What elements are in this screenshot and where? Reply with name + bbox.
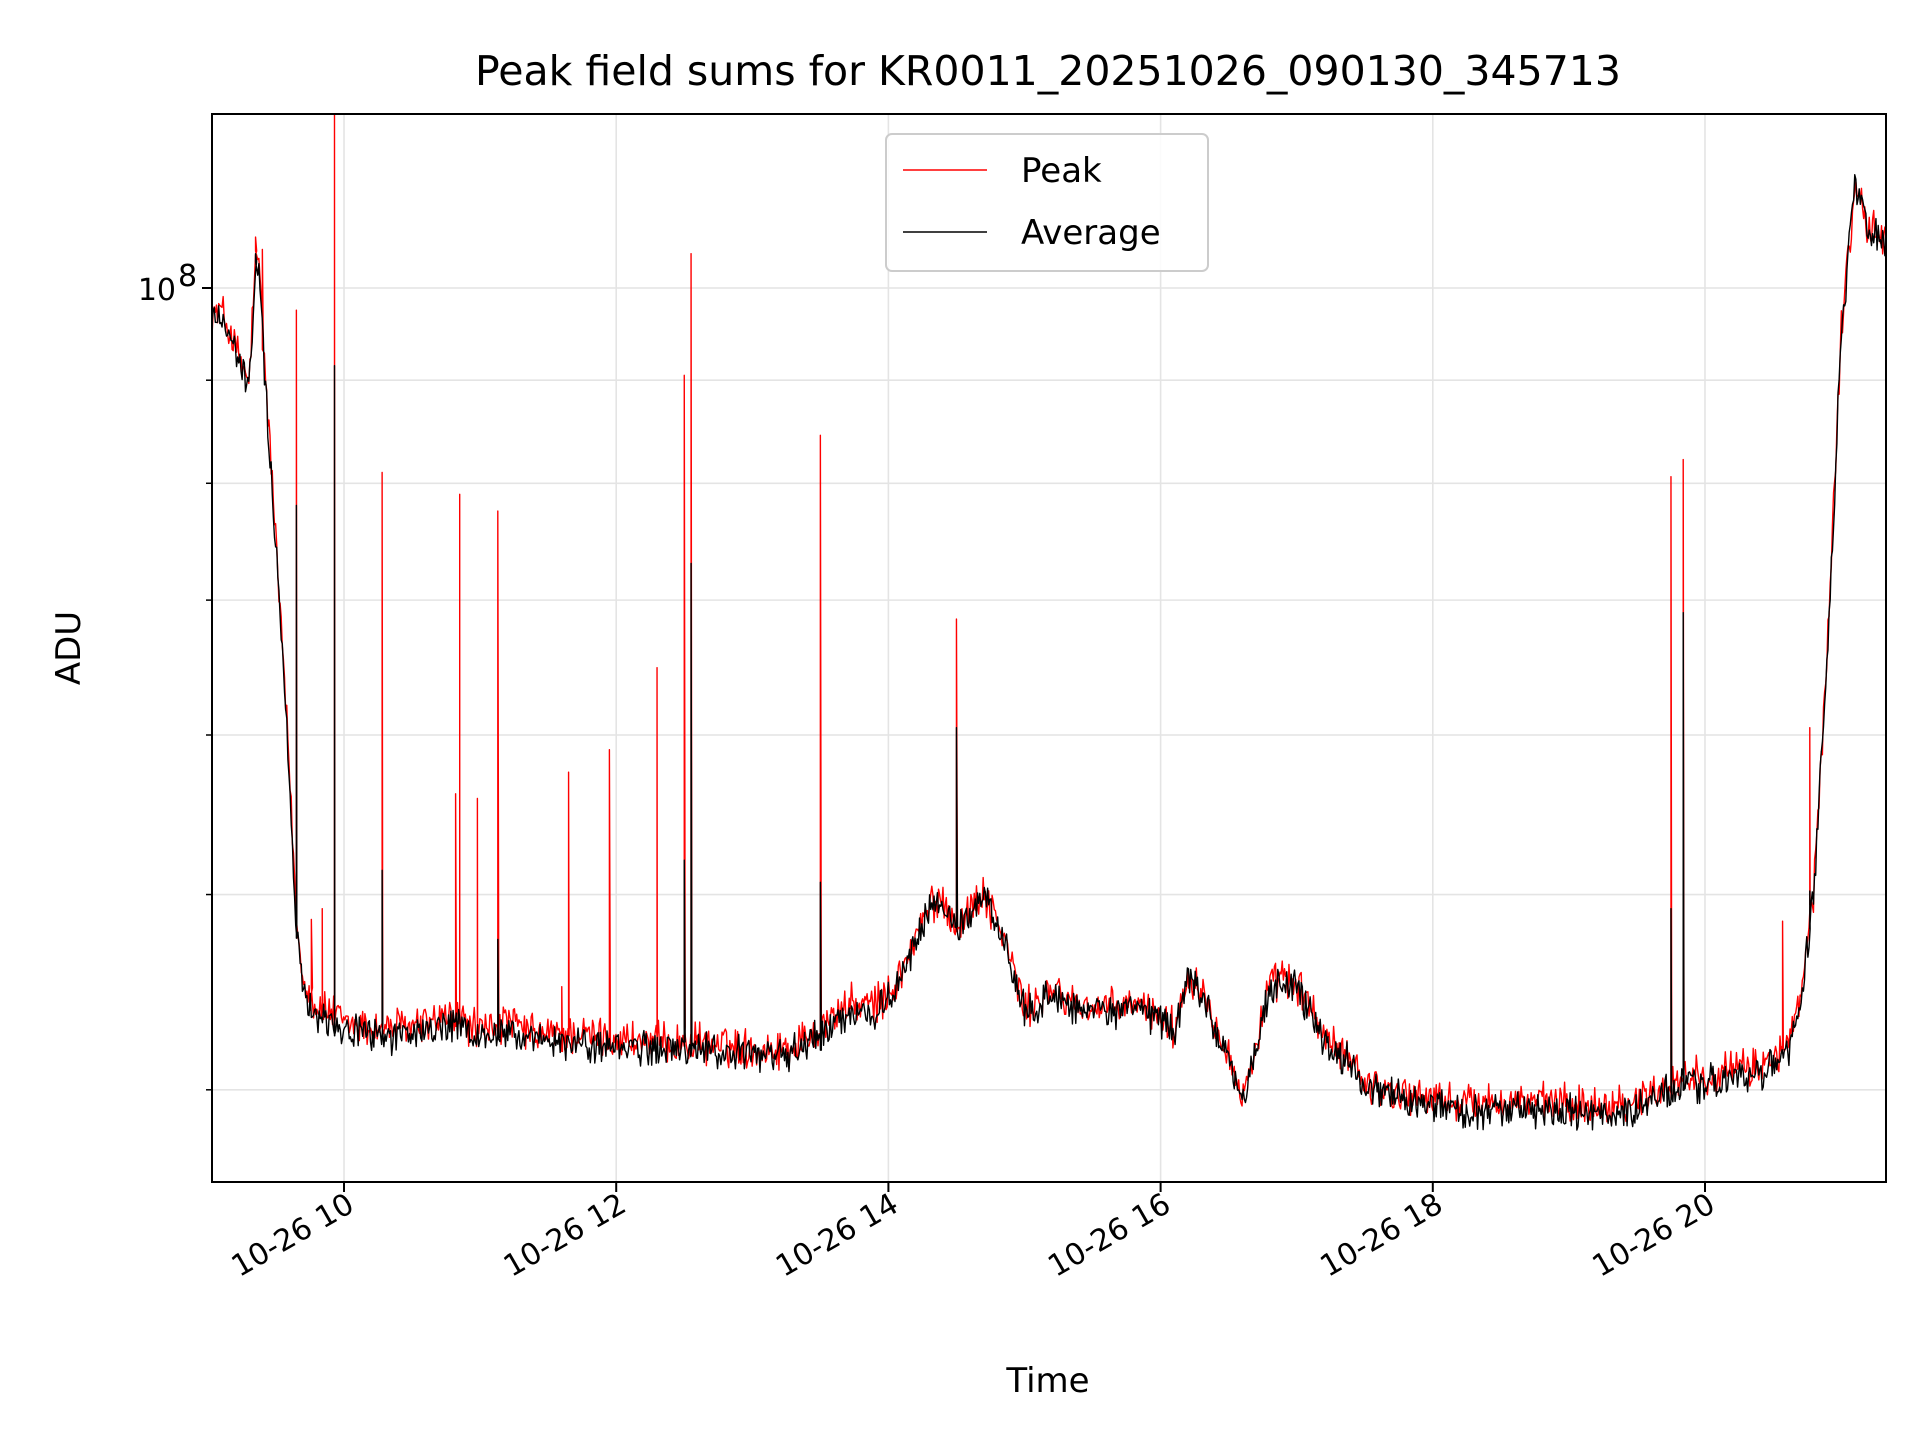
series-layer <box>212 114 1886 1131</box>
legend-box <box>885 133 1209 272</box>
y-tick-label: 10 <box>138 273 176 308</box>
legend-average-label: Average <box>1021 213 1161 253</box>
legend: Peak Average <box>885 133 1209 272</box>
y-tick-label-exponent: 8 <box>178 259 197 294</box>
series-average-line <box>212 174 1886 1131</box>
y-axis: 10 8 <box>138 259 212 1091</box>
chart-title: Peak field sums for KR0011_20251026_0901… <box>475 47 1621 95</box>
x-axis-label: Time <box>1005 1361 1089 1401</box>
y-axis-label: ADU <box>49 611 89 685</box>
plot-frame <box>211 113 1887 1183</box>
grid <box>212 114 1886 1182</box>
legend-peak-label: Peak <box>1021 151 1102 191</box>
